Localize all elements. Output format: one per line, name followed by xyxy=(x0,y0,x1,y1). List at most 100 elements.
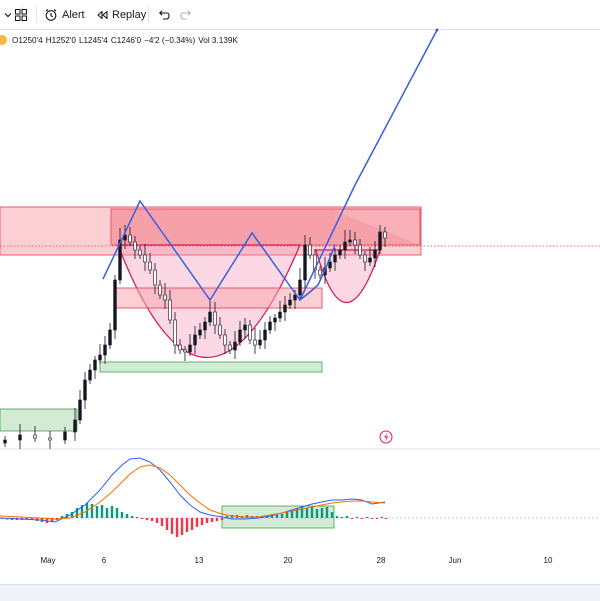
histogram-bar xyxy=(210,518,214,522)
candle-body xyxy=(293,294,297,301)
candle-body xyxy=(78,399,82,421)
candle-body xyxy=(138,249,142,256)
lower-support-zone[interactable] xyxy=(0,408,78,432)
resistance-zone[interactable] xyxy=(0,206,422,256)
candle-body xyxy=(273,317,277,323)
histogram-bar xyxy=(300,506,304,518)
undo-icon[interactable] xyxy=(156,5,170,25)
histogram-bar xyxy=(225,516,229,518)
candle-body xyxy=(148,261,152,271)
histogram-bar xyxy=(30,518,34,520)
histogram-bar xyxy=(365,517,369,518)
toolbar-divider xyxy=(36,6,37,23)
legend-change: −4'2 (−0.34%) xyxy=(144,35,196,45)
chevron-down-icon[interactable] xyxy=(2,5,14,25)
histogram-bar xyxy=(145,518,149,520)
candle-body xyxy=(128,234,132,243)
zigzag-handle-line[interactable] xyxy=(299,244,336,301)
histogram-bar xyxy=(285,512,289,518)
histogram-bar xyxy=(305,508,309,518)
candle-body xyxy=(48,437,52,441)
zigzag-pattern-line[interactable] xyxy=(102,29,438,302)
candle-body xyxy=(113,279,117,331)
candle-body xyxy=(348,239,352,243)
candle-body xyxy=(258,339,262,346)
candle-body xyxy=(358,244,362,256)
histogram-bar xyxy=(25,518,29,520)
histogram-bar xyxy=(215,518,219,521)
histogram-bar xyxy=(140,518,144,519)
candle-body xyxy=(268,321,272,331)
candle-body xyxy=(73,419,77,433)
candle-body xyxy=(188,344,192,353)
histogram-bar xyxy=(170,518,174,534)
histogram-bar xyxy=(155,518,159,523)
pattern-target-point[interactable] xyxy=(435,28,439,32)
histogram-bar xyxy=(175,518,179,537)
replay-button[interactable]: Replay xyxy=(95,5,146,25)
histogram-bar xyxy=(185,518,189,532)
histogram-bar xyxy=(325,507,329,518)
candle-body xyxy=(93,359,97,371)
candlestick-series xyxy=(3,225,387,449)
resistance-zone-inner[interactable] xyxy=(110,208,421,246)
ohlc-legend: O1250'4 H1252'0 L1245'4 C1246'0 −4'2 (−0… xyxy=(0,33,241,47)
histogram-bar xyxy=(370,518,374,519)
candle-body xyxy=(3,439,7,444)
candle-body xyxy=(288,299,292,306)
histogram-bar xyxy=(100,505,104,518)
replay-label: Replay xyxy=(112,9,147,21)
histogram-bar xyxy=(120,512,124,518)
legend-volume: Vol 3.139K xyxy=(198,35,238,45)
histogram-bar xyxy=(360,518,364,519)
candle-body xyxy=(193,334,197,346)
histogram-bar xyxy=(205,518,209,523)
candle-body xyxy=(378,231,382,251)
histogram-bar xyxy=(280,514,284,518)
candle-body xyxy=(198,329,202,336)
candle-body xyxy=(183,349,187,353)
candle-body xyxy=(353,239,357,246)
candle-body xyxy=(338,249,342,256)
histogram-bar xyxy=(95,506,99,518)
bottom-bar xyxy=(0,584,600,601)
candle-body xyxy=(83,379,87,401)
histogram-bar xyxy=(110,506,114,518)
candle-body xyxy=(133,241,137,251)
candle-body xyxy=(168,299,172,321)
histogram-bar xyxy=(384,518,388,519)
histogram-bar xyxy=(195,518,199,527)
histogram-bar xyxy=(130,516,134,518)
alert-label: Alert xyxy=(62,9,85,21)
candle-body xyxy=(123,234,127,241)
candle-body xyxy=(163,294,167,301)
histogram-bar xyxy=(190,518,194,530)
lightning-icon[interactable] xyxy=(379,430,393,444)
legend-low: L1245'4 xyxy=(78,35,108,45)
time-axis[interactable]: May 6 13 20 28 Jun 10 xyxy=(0,552,600,570)
histogram-bar xyxy=(180,518,184,535)
xaxis-label: 10 xyxy=(543,556,553,565)
support-zone[interactable] xyxy=(99,361,323,373)
candle-body xyxy=(373,249,377,259)
histogram-bar xyxy=(270,515,274,518)
redo-icon[interactable] xyxy=(180,5,194,25)
fast-line xyxy=(0,457,386,523)
histogram-bar xyxy=(50,518,54,522)
candle-body xyxy=(213,311,217,326)
histogram-bar xyxy=(310,507,314,518)
xaxis-label: 13 xyxy=(194,556,204,565)
replay-icon xyxy=(95,8,109,22)
histogram-bar xyxy=(160,518,164,526)
candle-body xyxy=(223,334,227,346)
legend-open: O1250'4 xyxy=(12,35,43,45)
histogram-bar xyxy=(135,517,139,518)
candle-body xyxy=(108,329,112,346)
layout-grid-icon[interactable] xyxy=(14,5,28,25)
candle-body xyxy=(368,257,372,263)
candle-body xyxy=(178,344,182,351)
alert-button[interactable]: Alert xyxy=(44,5,85,25)
legend-close: C1246'0 xyxy=(110,35,142,45)
candle-body xyxy=(153,269,157,286)
